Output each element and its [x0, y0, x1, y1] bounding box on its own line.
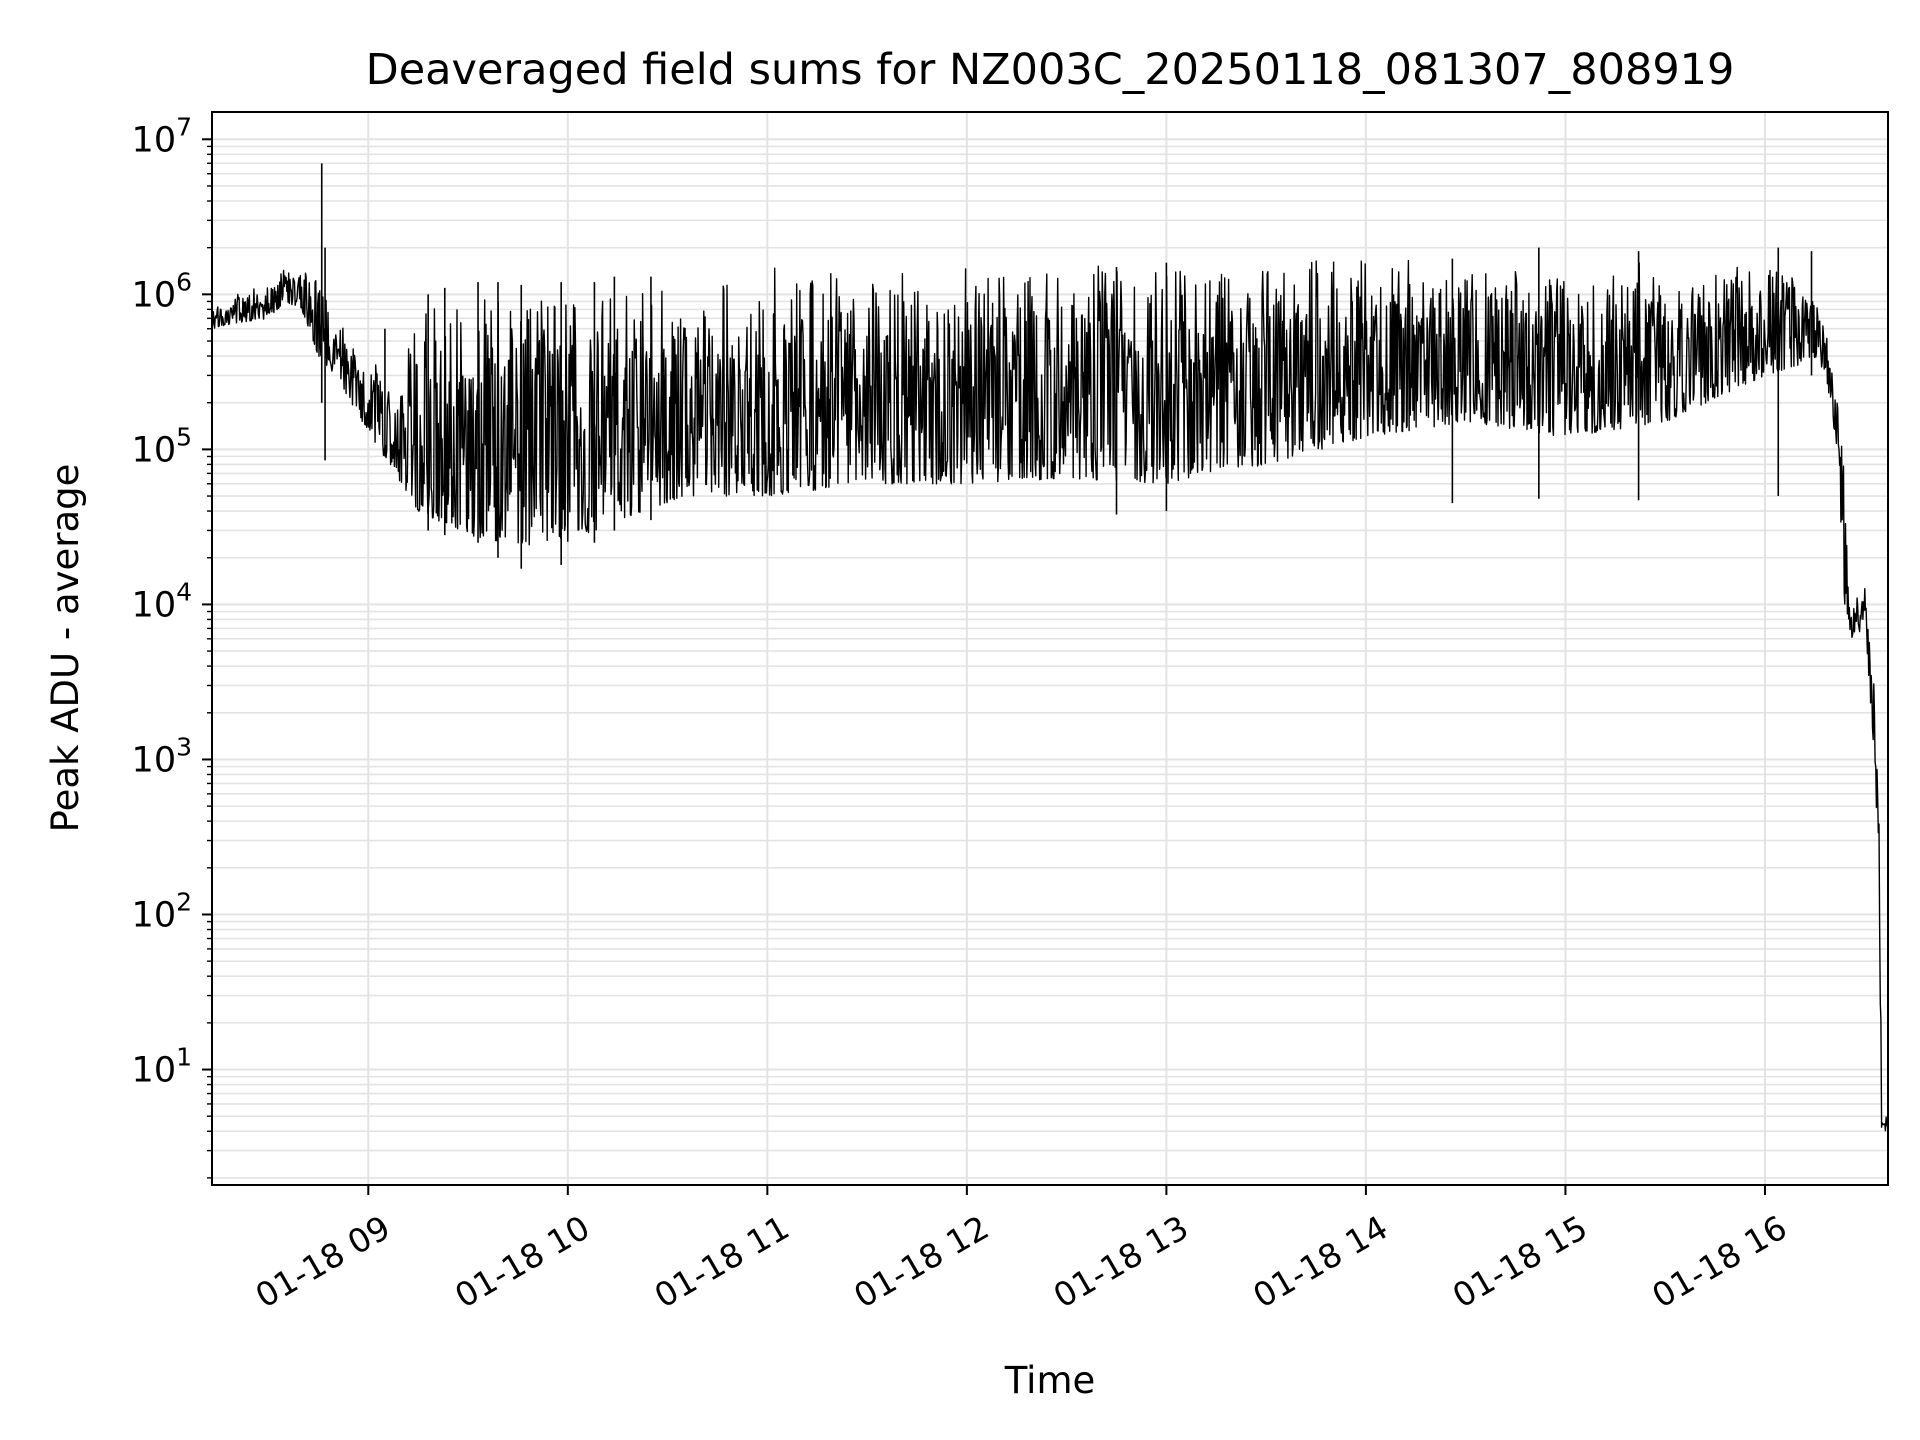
y-tick-base: 10	[132, 740, 177, 780]
y-tick-exponent: 7	[176, 112, 192, 141]
series-line	[211, 163, 1889, 1132]
chart-title: Deaveraged field sums for NZ003C_2025011…	[366, 45, 1735, 95]
y-tick-base: 10	[132, 120, 177, 160]
y-tick-exponent: 6	[176, 267, 192, 296]
y-tick-base: 10	[132, 430, 177, 470]
y-tick-label: 106	[132, 267, 192, 315]
y-tick-label: 101	[132, 1043, 192, 1091]
y-tick-exponent: 5	[176, 422, 192, 451]
y-tick-label: 104	[132, 577, 192, 625]
series-trace	[211, 259, 1889, 1132]
plot-area-frame	[211, 111, 1889, 1186]
y-tick-label: 107	[132, 112, 192, 160]
y-tick-exponent: 3	[176, 732, 192, 761]
y-tick-exponent: 2	[176, 887, 192, 916]
y-axis-label: Peak ADU - average	[44, 464, 87, 833]
y-tick-label: 102	[132, 887, 192, 935]
y-tick-label: 103	[132, 732, 192, 780]
y-tick-base: 10	[132, 585, 177, 625]
y-tick-label: 105	[132, 422, 192, 470]
y-tick-exponent: 1	[176, 1043, 192, 1072]
y-tick-base: 10	[132, 275, 177, 315]
x-axis-label: Time	[1004, 1359, 1096, 1402]
grid-lines	[212, 112, 1888, 1185]
y-tick-base: 10	[132, 1051, 177, 1091]
y-tick-exponent: 4	[176, 577, 192, 606]
y-tick-base: 10	[132, 895, 177, 935]
